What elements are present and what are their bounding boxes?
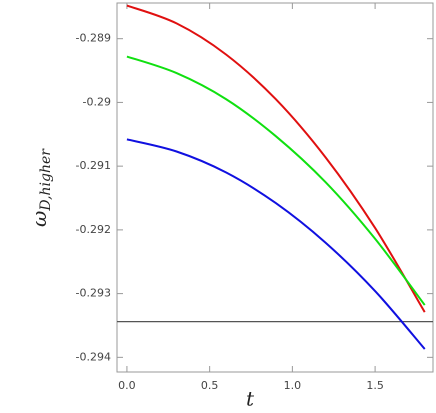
x-tick-label: 0.5 [201, 379, 219, 392]
y-tick-label: -0.289 [76, 32, 111, 45]
x-tick-label: 0.0 [118, 379, 136, 392]
y-tick-label: -0.29 [83, 95, 111, 108]
x-tick-label: 1.5 [366, 379, 384, 392]
y-tick-label: -0.291 [76, 159, 111, 172]
y-tick-label: -0.294 [76, 350, 111, 363]
series-line [126, 4, 426, 313]
y-axis-label: ωD,higher [27, 148, 55, 227]
y-label-sub: D,higher [38, 148, 54, 212]
x-axis-label: t [246, 387, 255, 411]
series-line [126, 138, 426, 350]
plot-frame [116, 2, 434, 373]
y-tick-label: -0.293 [76, 287, 111, 300]
x-tick-label: 1.0 [284, 379, 302, 392]
y-label-main: ω [27, 211, 51, 227]
series-line [126, 55, 426, 306]
y-tick-label: -0.292 [76, 223, 111, 236]
